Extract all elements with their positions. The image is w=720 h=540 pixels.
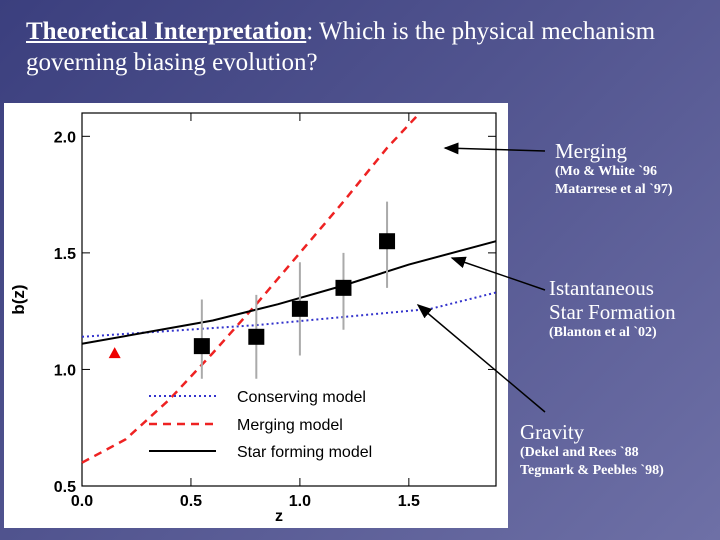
x-tick-label: 1.0 [289,493,311,510]
y-tick-label: 1.5 [54,246,76,263]
annotation-star-formation-ref: (Blanton et al `02) [549,325,657,340]
y-tick-label: 1.0 [54,362,76,379]
arrow-star-formation [450,256,546,291]
data-point [335,279,352,296]
y-axis-label: b(z) [9,284,28,314]
chart-svg: 0.0 0.5 1.0 1.50.51.01.52.0zb(z)Conserving … [9,112,497,525]
annotation-merging-ref-1: (Mo & White `96 [555,164,657,179]
annotation-merging: Merging (Mo & White `96 Matarrese et al … [555,139,673,199]
slide-title-question: : Which is the physical mechanism govern… [26,18,656,76]
annotation-gravity-ref-2: Tegmark & Peebles `98) [520,463,664,478]
annotation-gravity-label: Gravity [520,420,585,444]
y-tick-label: 2.0 [54,129,76,146]
annotation-star-formation-label-2: Star Formation [549,300,676,324]
annotation-merging-ref-2: Matarrese et al `97) [555,182,673,197]
data-point [248,328,265,345]
arrow-gravity [416,304,546,413]
y-tick-label: 0.5 [54,479,76,496]
annotation-star-formation-label-1: Istantaneous [549,276,654,300]
annotation-gravity-ref-1: (Dekel and Rees `88 [520,445,639,460]
data-point [193,338,210,355]
legend-merging-model-label: Merging model [237,417,343,434]
annotation-star-formation: Istantaneous Star Formation (Blanton et … [549,276,676,342]
slide-title: Theoretical Interpretation: Which is the… [26,16,706,78]
x-tick-label: 0.0 [71,493,93,510]
legend-star-forming-model-label: Star forming model [237,444,372,461]
annotation-gravity: Gravity (Dekel and Rees `88 Tegmark & Pe… [520,420,664,480]
data-point [379,233,396,250]
arrow-merging [443,142,546,155]
plot-frame [81,112,497,487]
slide-title-emphasis: Theoretical Interpretation [26,18,307,45]
series-conserving-model [81,291,497,338]
annotation-merging-label: Merging [555,139,627,163]
x-axis-label: z [275,508,283,525]
series-star-forming-model [81,240,497,345]
legend-conserving-model-label: Conserving model [237,389,366,406]
data-point [291,300,308,317]
x-tick-label: 1.5 [398,493,420,510]
x-tick-label: 0.5 [180,493,202,510]
red-triangle-point [108,347,121,359]
